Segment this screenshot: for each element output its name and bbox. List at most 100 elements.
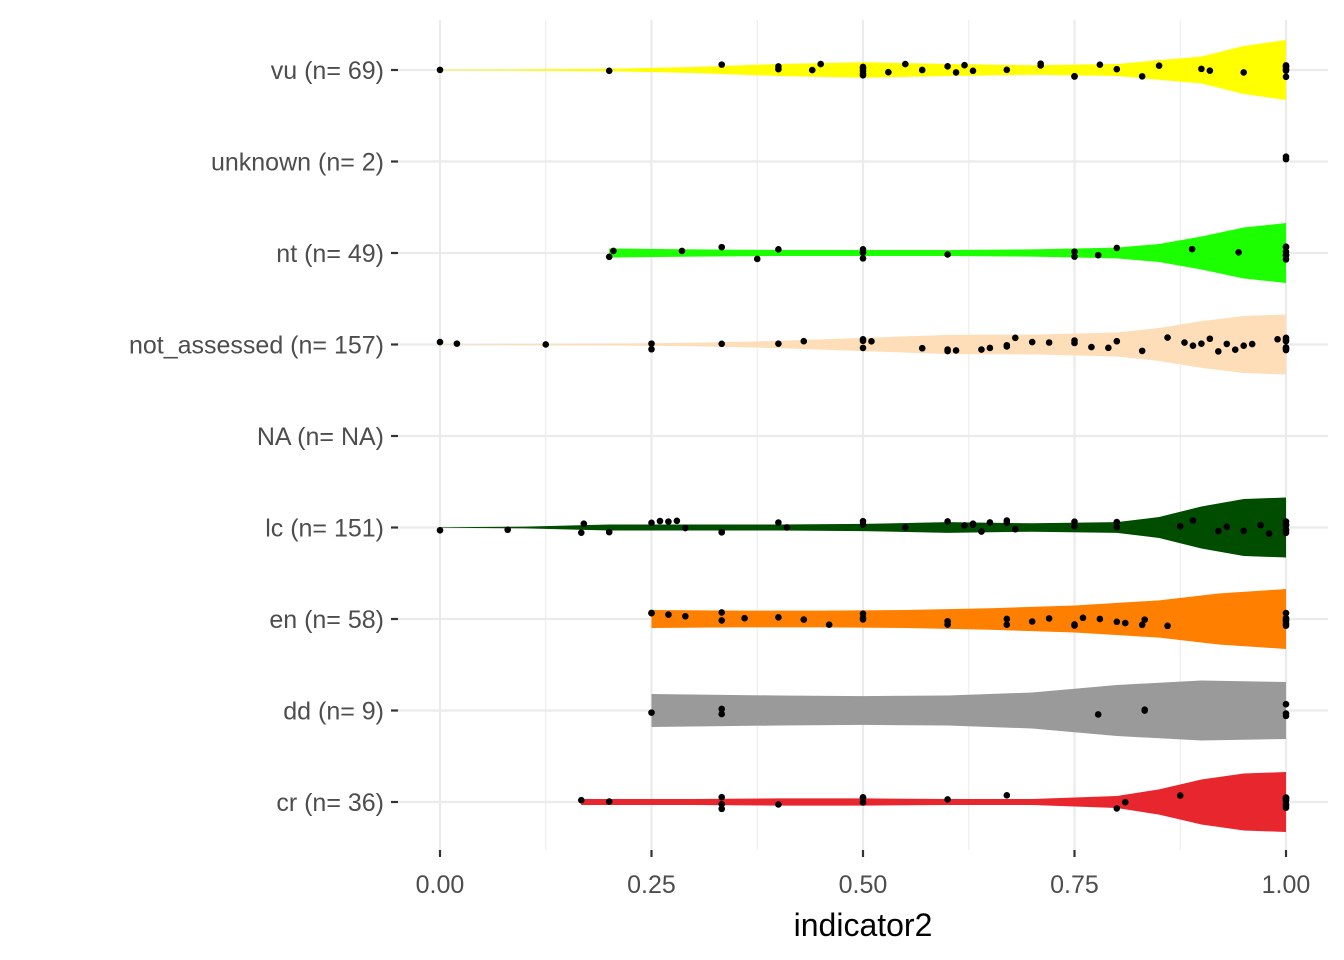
data-point [1164,622,1171,630]
data-point [610,247,617,255]
data-point [718,793,726,801]
y-tick-label: vu (n= 69) [271,57,384,85]
data-point [718,800,726,808]
data-point [944,251,951,258]
data-point [944,62,951,70]
data-point [1141,616,1149,623]
data-point [718,340,726,348]
data-point [1003,615,1011,623]
data-point [952,347,960,354]
y-tick-label: lc (n= 151) [265,515,384,543]
data-point [1045,615,1053,622]
data-point [577,529,585,536]
data-point [969,67,977,75]
data-point [1223,340,1231,348]
data-point [1113,337,1121,345]
x-tick-label: 0.75 [1050,871,1099,899]
x-tick-label: 0.00 [416,871,465,899]
data-point [1240,69,1247,76]
data-point [605,67,613,75]
data-point [1189,342,1197,350]
data-point [682,612,689,620]
data-point [775,340,782,347]
data-point [1088,343,1095,351]
data-point [1003,66,1011,74]
data-point [580,520,588,528]
data-point [665,611,672,618]
y-tick-label: not_assessed (n= 157) [129,332,384,360]
data-point [1028,618,1036,625]
data-point [808,66,816,74]
data-point [1121,619,1129,627]
data-point [859,255,867,262]
data-point [1094,711,1102,718]
data-point [783,524,791,531]
data-point [1176,523,1184,530]
data-point [918,344,926,352]
data-point [1282,529,1290,537]
data-point [1206,67,1214,75]
data-point [1138,347,1146,355]
data-point [1071,621,1078,628]
data-point [961,522,968,529]
data-point [1282,73,1290,81]
data-point [1071,253,1078,260]
data-point [775,613,782,621]
data-point [1037,60,1044,68]
data-point [775,65,782,73]
data-point [542,341,550,348]
y-tick-label: cr (n= 36) [276,789,384,817]
data-point [718,243,726,251]
data-point [775,246,782,253]
data-point [1003,621,1011,628]
data-point [1113,65,1121,73]
data-point [1096,61,1104,68]
data-point [800,616,808,623]
violin-3 [440,314,1286,375]
data-point [978,346,985,353]
data-point [1003,517,1011,524]
data-point [605,528,613,536]
x-tick-label: 1.00 [1262,871,1311,899]
data-point [648,345,655,353]
data-point [1094,251,1102,259]
data-point [1274,335,1281,343]
data-point [885,68,892,76]
data-point [1113,244,1121,252]
data-point [718,609,726,616]
data-point [859,794,867,802]
data-point [1079,614,1087,622]
data-point [1113,805,1121,812]
data-point [605,253,613,261]
data-point [817,60,824,68]
data-point [718,805,726,813]
data-point [1282,622,1290,629]
data-point [678,247,686,255]
data-point [1164,334,1171,341]
x-axis: 0.00 0.25 0.50 0.75 1.00 [416,850,1311,899]
data-point [986,519,994,526]
data-point [1240,527,1247,535]
data-point [1282,616,1290,624]
data-point [718,61,726,68]
data-point [859,344,867,352]
data-point [648,709,655,716]
data-point [775,519,782,526]
data-point [605,798,613,805]
data-point [918,66,926,74]
data-point [1155,62,1163,69]
data-point [1282,243,1290,250]
data-point [1181,339,1188,346]
data-point [1282,795,1290,803]
data-point [1138,621,1146,629]
x-axis-title: indicator2 [794,907,933,943]
data-point [859,63,867,71]
data-point [718,705,726,713]
data-point [902,524,909,531]
data-point [1282,336,1290,343]
data-point [1176,792,1184,799]
data-point [1282,700,1290,708]
data-point [902,60,909,68]
